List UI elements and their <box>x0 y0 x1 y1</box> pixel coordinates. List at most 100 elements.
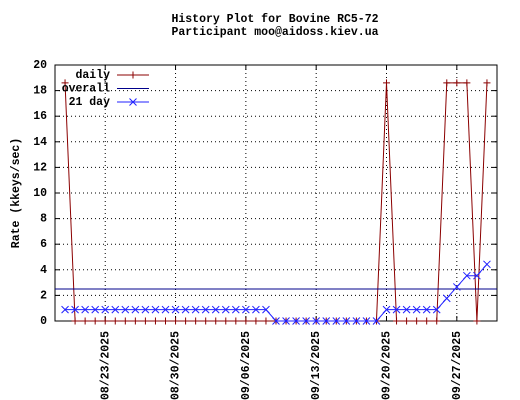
data-point <box>422 305 431 314</box>
data-point <box>423 317 431 325</box>
data-point <box>463 79 471 87</box>
data-point <box>222 317 230 325</box>
data-point <box>342 317 351 325</box>
data-point <box>383 79 390 87</box>
data-point <box>453 79 461 87</box>
data-point <box>433 317 441 325</box>
y-tick-label: 16 <box>33 110 47 123</box>
y-tick-label: 18 <box>33 85 47 98</box>
data-point <box>372 317 381 325</box>
x-tick-label: 09/06/2025 <box>240 331 253 400</box>
data-point <box>161 305 170 314</box>
data-point <box>282 317 290 325</box>
data-point <box>332 317 341 325</box>
data-point <box>252 317 260 325</box>
data-point <box>201 305 210 314</box>
data-point <box>172 317 180 325</box>
data-point <box>413 317 421 325</box>
data-point <box>403 317 411 325</box>
data-point <box>483 260 491 269</box>
data-point <box>71 305 79 314</box>
data-point <box>412 305 421 314</box>
data-point <box>473 317 481 325</box>
x-tick-label: 09/20/2025 <box>381 331 394 400</box>
data-point <box>382 305 391 314</box>
data-point <box>141 305 150 314</box>
data-point <box>242 305 250 314</box>
y-tick-label: 20 <box>33 59 47 72</box>
y-tick-label: 6 <box>40 238 47 251</box>
data-point <box>442 294 451 303</box>
data-point <box>131 305 140 314</box>
data-point <box>322 317 331 325</box>
data-point <box>292 317 300 325</box>
data-point <box>91 317 99 325</box>
data-point <box>212 317 220 325</box>
x-tick-label: 08/23/2025 <box>99 331 112 400</box>
data-point <box>262 317 270 325</box>
data-point <box>61 79 69 87</box>
legend-label: 21 day <box>69 96 111 109</box>
data-point <box>182 317 190 325</box>
y-tick-label: 4 <box>40 264 47 277</box>
data-point <box>463 271 471 280</box>
y-axis-label: Rate (kkeys/sec) <box>10 138 23 248</box>
data-point <box>231 305 240 314</box>
data-point <box>162 317 169 325</box>
data-point <box>483 79 491 87</box>
data-point <box>71 317 79 325</box>
data-point <box>111 305 120 314</box>
data-point <box>272 317 280 325</box>
data-point <box>211 305 220 314</box>
data-point <box>242 317 250 325</box>
data-point <box>232 317 240 325</box>
data-point <box>443 79 451 87</box>
data-point <box>402 305 411 314</box>
x-tick-label: 08/30/2025 <box>170 331 183 400</box>
y-tick-label: 12 <box>33 161 47 174</box>
data-point <box>452 283 461 291</box>
legend-marker <box>129 98 137 106</box>
data-point <box>312 317 321 325</box>
data-point <box>171 305 180 314</box>
y-tick-label: 10 <box>33 187 47 200</box>
data-point <box>392 305 401 314</box>
data-point <box>252 305 260 314</box>
data-point <box>151 305 160 314</box>
data-point <box>91 305 100 314</box>
data-point <box>473 271 481 280</box>
y-tick-label: 0 <box>40 315 47 328</box>
x-tick-label: 09/13/2025 <box>310 331 323 400</box>
legend-label: overall <box>62 83 110 96</box>
data-point <box>191 305 200 314</box>
data-point <box>61 305 69 314</box>
data-point <box>202 317 210 325</box>
data-point <box>221 305 230 314</box>
data-point <box>101 305 110 314</box>
data-point <box>432 305 441 314</box>
data-point <box>192 317 200 325</box>
data-point <box>151 317 159 325</box>
legend-label: daily <box>75 69 110 82</box>
data-point <box>111 317 119 325</box>
data-point <box>362 317 371 325</box>
y-tick-label: 14 <box>33 136 47 149</box>
y-tick-label: 2 <box>40 289 47 302</box>
data-point <box>121 317 129 325</box>
data-point <box>302 317 310 325</box>
data-point <box>393 317 401 325</box>
data-point <box>121 305 130 314</box>
chart-subtitle: Participant moo@aidoss.kiev.ua <box>171 26 378 39</box>
data-point <box>101 317 109 325</box>
data-point <box>352 317 361 325</box>
data-point <box>81 305 89 314</box>
data-point <box>141 317 149 325</box>
chart-title: History Plot for Bovine RC5-72 <box>171 13 378 26</box>
data-point <box>262 305 270 314</box>
y-tick-label: 8 <box>40 213 47 226</box>
x-tick-label: 09/27/2025 <box>451 331 464 400</box>
data-point <box>131 317 139 325</box>
legend-marker <box>129 71 137 79</box>
